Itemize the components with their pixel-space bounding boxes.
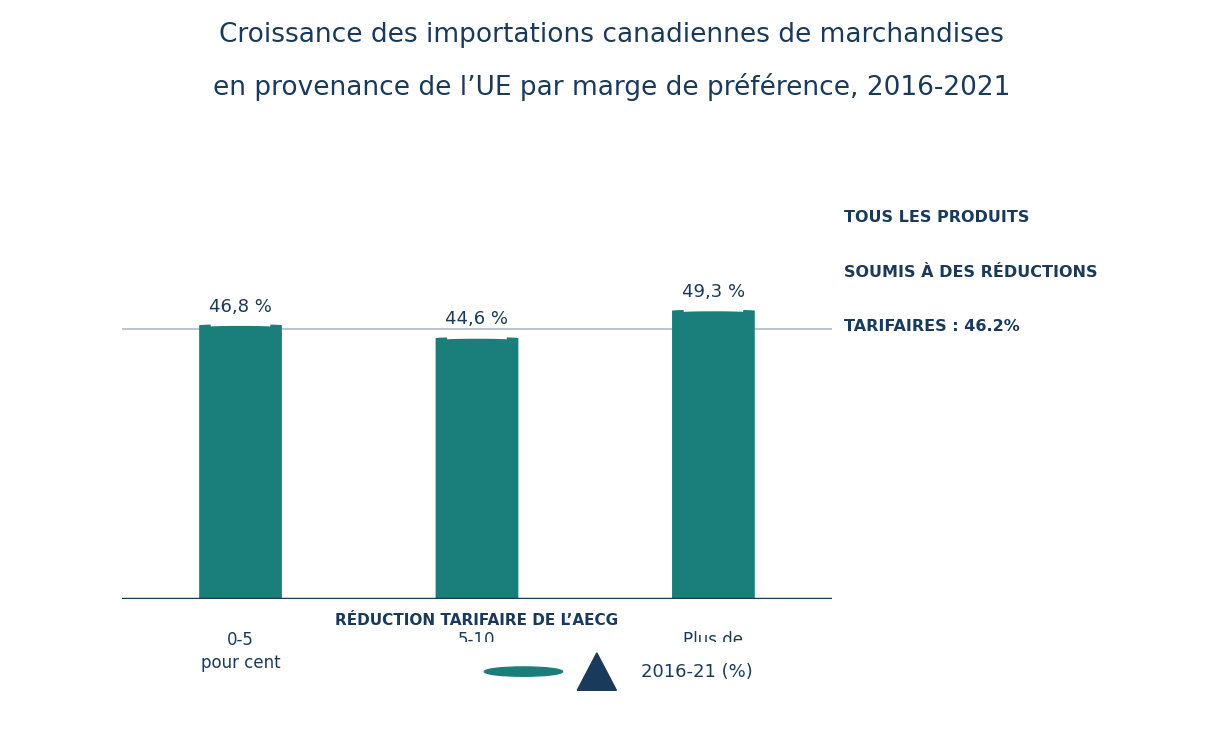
PathPatch shape xyxy=(671,310,755,599)
Polygon shape xyxy=(577,653,616,691)
Text: 10 pour cent: 10 pour cent xyxy=(660,654,767,672)
Text: RÉDUCTION TARIFAIRE DE L’AECG: RÉDUCTION TARIFAIRE DE L’AECG xyxy=(335,613,619,629)
Text: TARIFAIRES : 46.2%: TARIFAIRES : 46.2% xyxy=(844,320,1020,334)
Circle shape xyxy=(484,667,563,676)
Text: pour cent: pour cent xyxy=(437,654,517,672)
Text: pour cent: pour cent xyxy=(201,654,280,672)
Text: 44,6 %: 44,6 % xyxy=(445,310,509,328)
Text: 49,3 %: 49,3 % xyxy=(682,283,745,301)
Text: 46,8 %: 46,8 % xyxy=(209,298,272,315)
Text: Croissance des importations canadiennes de marchandises: Croissance des importations canadiennes … xyxy=(219,22,1004,48)
Text: TOUS LES PRODUITS: TOUS LES PRODUITS xyxy=(844,210,1030,225)
Text: 0-5: 0-5 xyxy=(227,631,254,649)
PathPatch shape xyxy=(199,324,281,599)
PathPatch shape xyxy=(435,337,519,599)
Text: SOUMIS À DES RÉDUCTIONS: SOUMIS À DES RÉDUCTIONS xyxy=(844,265,1097,280)
Text: Plus de: Plus de xyxy=(684,631,744,649)
Text: en provenance de l’UE par marge de préférence, 2016-2021: en provenance de l’UE par marge de préfé… xyxy=(213,73,1010,101)
Text: 5-10: 5-10 xyxy=(459,631,495,649)
Text: 2016-21 (%): 2016-21 (%) xyxy=(641,663,752,680)
